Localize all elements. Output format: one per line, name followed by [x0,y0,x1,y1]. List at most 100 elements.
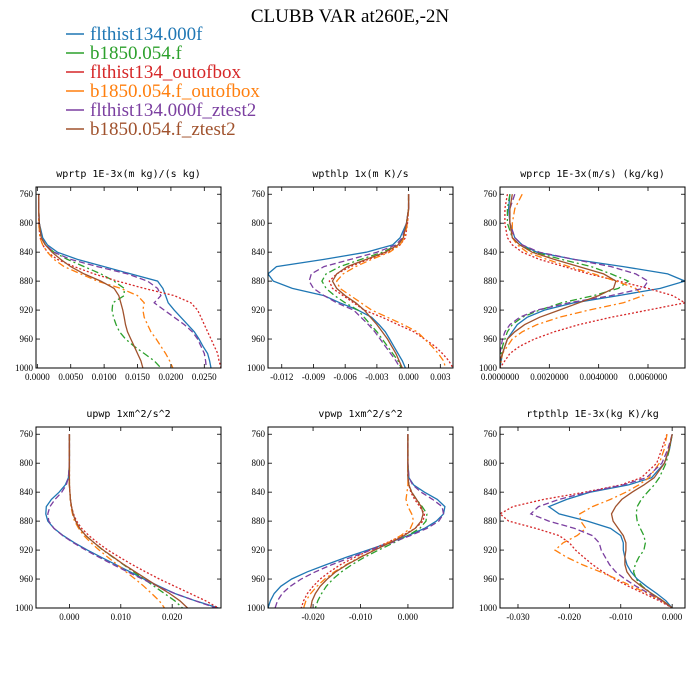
legend-label: flthist134_outofbox [90,62,241,83]
panels: wprtp 1E-3x(m kg)/(s kg) 760 800 840 880 920 9… [15,169,686,622]
series-line [331,194,410,368]
y-tick-label: 1000 [15,363,34,373]
series-line [38,194,144,368]
x-tick-label: 0.0200 [159,372,184,382]
series-line [321,194,410,368]
y-tick-label: 960 [252,334,266,344]
y-tick-label: 960 [252,574,266,584]
x-tick-label: 0.010 [111,612,132,622]
panel: vpwp 1xm^2/s^2 760 800 840 880 920 960 1000 -0.0… [247,409,454,622]
y-tick-label: 800 [20,458,34,468]
series-line [300,434,426,608]
y-tick-label: 920 [252,305,266,315]
series-line [302,434,415,608]
x-tick-label: -0.010 [609,612,633,622]
x-tick-label: -0.020 [558,612,582,622]
x-tick-label: 0.000 [662,612,683,622]
series-line [632,434,673,608]
y-tick-label: 920 [252,545,266,555]
series-line [38,194,207,368]
y-tick-label: 880 [484,516,498,526]
y-tick-label: 920 [20,545,34,555]
panel-title: wprcp 1E-3x(m/s) (kg/kg) [520,169,665,180]
y-tick-label: 800 [484,458,498,468]
panel: upwp 1xm^2/s^2 760 800 840 880 920 960 1000 0.00… [15,409,222,622]
y-tick-label: 760 [20,189,34,199]
y-tick-label: 760 [484,429,498,439]
series-line [500,193,649,368]
plot-frame [35,426,222,609]
series-line [310,434,424,608]
panel: rtpthlp 1E-3x(kg K)/kg 760 800 840 880 920 960… [479,409,686,622]
x-tick-label: 0.0060000 [629,372,668,382]
series-line [314,434,428,608]
legend-label: b1850.054.f_outofbox [90,81,260,102]
series-line [335,194,447,368]
figure-title: CLUBB VAR at260E,-2N [251,6,450,27]
series-line [610,434,673,608]
y-tick-label: 840 [484,247,498,257]
y-tick-label: 920 [484,305,498,315]
y-tick-label: 960 [484,574,498,584]
y-tick-label: 760 [252,429,266,439]
y-tick-label: 840 [252,487,266,497]
x-tick-label: 0.003 [430,372,451,382]
plot-frame [267,186,454,369]
panel-title: upwp 1xm^2/s^2 [86,409,170,420]
x-tick-label: -0.012 [270,372,293,382]
y-tick-label: 840 [20,487,34,497]
x-tick-label: -0.006 [334,372,358,382]
panel-title: rtpthlp 1E-3x(kg K)/kg [526,409,658,420]
legend-label: b1850.054.f [90,43,183,64]
x-tick-label: 0.0000000 [481,372,520,382]
series-line [47,434,217,608]
panel: wprcp 1E-3x(m/s) (kg/kg) 760 800 840 880 920 9… [479,169,686,382]
series-line [268,434,446,608]
x-tick-label: 0.0040000 [580,372,619,382]
y-tick-label: 960 [20,334,34,344]
x-tick-label: -0.010 [349,612,373,622]
series-line [268,194,410,368]
series-line [500,433,673,608]
x-tick-label: -0.020 [301,612,325,622]
x-tick-label: 0.020 [162,612,183,622]
plot-frame [499,186,686,369]
y-tick-label: 840 [252,247,266,257]
y-tick-label: 840 [484,487,498,497]
x-tick-label: 0.0250 [192,372,217,382]
series-line [500,194,685,368]
y-tick-label: 800 [252,458,266,468]
series-line [38,194,174,368]
x-tick-label: 0.000 [398,612,419,622]
x-tick-label: 0.0020000 [530,372,569,382]
x-tick-label: 0.0150 [125,372,150,382]
series-line [38,194,221,368]
y-tick-label: 800 [252,218,266,228]
y-tick-label: 880 [20,516,34,526]
y-tick-label: 1000 [15,603,34,613]
series-line [68,434,219,608]
legend-label: flthist134.000f [90,24,203,45]
x-tick-label: 0.000 [59,612,80,622]
series-line [500,194,685,368]
y-tick-label: 1000 [479,603,498,613]
legend: flthist134.000fb1850.054.fflthist134_out… [66,24,260,140]
panel: wpthlp 1x(m K)/s 760 800 840 880 920 960 1000 -0… [247,169,454,382]
x-tick-label: -0.003 [365,372,389,382]
plot-frame [267,426,454,609]
y-tick-label: 880 [252,276,266,286]
series-line [529,434,673,608]
series-line [274,434,445,608]
x-tick-label: 0.0100 [92,372,117,382]
y-tick-label: 960 [20,574,34,584]
panel-title: vpwp 1xm^2/s^2 [318,409,402,420]
series-line [38,194,212,368]
panel: wprtp 1E-3x(m kg)/(s kg) 760 800 840 880 920 9… [15,169,222,382]
series-line [547,434,673,608]
y-tick-label: 800 [20,218,34,228]
y-tick-label: 880 [252,516,266,526]
y-tick-label: 1000 [247,603,266,613]
y-tick-label: 1000 [479,363,498,373]
y-tick-label: 800 [484,218,498,228]
